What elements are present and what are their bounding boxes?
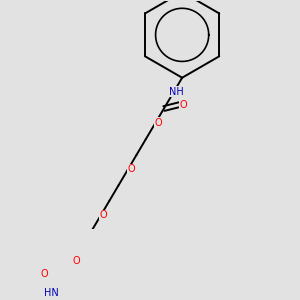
Text: O: O [100, 210, 107, 220]
Text: O: O [179, 100, 187, 110]
Text: O: O [127, 164, 135, 174]
Text: NH: NH [169, 87, 184, 97]
Text: O: O [154, 118, 162, 128]
Text: O: O [72, 256, 80, 266]
Text: HN: HN [44, 288, 58, 298]
Text: O: O [40, 269, 48, 279]
